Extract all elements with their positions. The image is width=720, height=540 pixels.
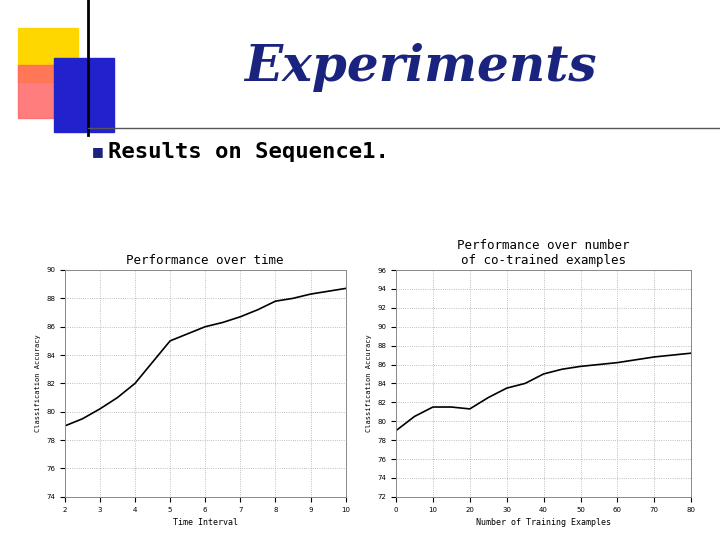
Title: Performance over time: Performance over time — [127, 254, 284, 267]
Text: ■: ■ — [92, 145, 104, 159]
Bar — [18, 65, 74, 118]
Bar — [54, 58, 114, 132]
Bar — [18, 28, 78, 82]
X-axis label: Time Interval: Time Interval — [173, 518, 238, 527]
Title: Performance over number
of co-trained examples: Performance over number of co-trained ex… — [457, 239, 630, 267]
Text: Results on Sequence1.: Results on Sequence1. — [108, 142, 389, 162]
Y-axis label: Classification Accuracy: Classification Accuracy — [366, 334, 372, 433]
Y-axis label: Classification Accuracy: Classification Accuracy — [35, 334, 40, 433]
X-axis label: Number of Training Examples: Number of Training Examples — [476, 518, 611, 527]
Text: Experiments: Experiments — [244, 44, 596, 92]
